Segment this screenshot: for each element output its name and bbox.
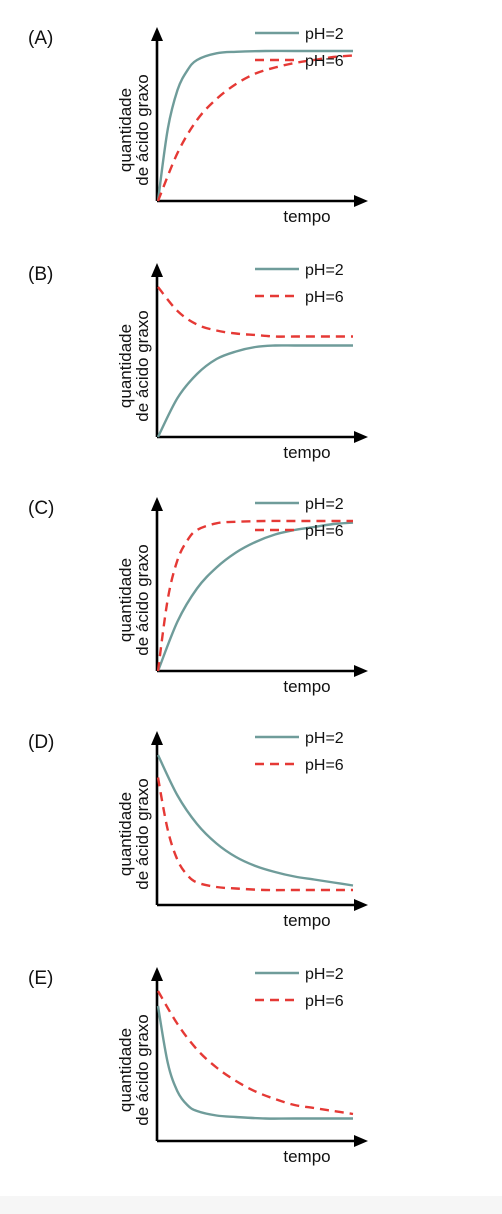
legend-label-ph6: pH=6 [305, 53, 344, 70]
legend-label-ph2: pH=2 [305, 262, 344, 279]
legend-label-ph6: pH=6 [305, 993, 344, 1010]
legend-label-ph6: pH=6 [305, 289, 344, 306]
y-axis-arrowhead [151, 263, 163, 277]
y-axis-title-line-2: de ácido graxo [133, 310, 152, 422]
series-line-ph2 [156, 1005, 353, 1120]
legend-label-ph2: pH=2 [305, 496, 344, 513]
y-axis-title-line-1: quantidade [116, 88, 135, 172]
x-axis-arrowhead [354, 195, 368, 207]
legend-label-ph2: pH=2 [305, 730, 344, 747]
series-line-ph6 [157, 286, 353, 338]
series-line-ph2 [156, 754, 354, 887]
legend-label-ph6: pH=6 [305, 757, 344, 774]
series-line-ph6 [156, 777, 353, 892]
x-axis-title: tempo [283, 207, 330, 226]
page-bottom-band [0, 1196, 502, 1214]
legend-label-ph6: pH=6 [305, 523, 344, 540]
y-axis-title-line-2: de ácido graxo [133, 74, 152, 186]
panel-label: (C) [28, 498, 54, 519]
x-axis-arrowhead [354, 665, 368, 677]
series-line-ph6 [156, 519, 353, 672]
x-axis-arrowhead [354, 1135, 368, 1147]
series-line-ph6 [156, 54, 354, 202]
x-axis-arrowhead [354, 899, 368, 911]
legend-label-ph2: pH=2 [305, 966, 344, 983]
panel-label: (B) [28, 264, 53, 285]
y-axis-title-line-2: de ácido graxo [133, 1014, 152, 1126]
y-axis-arrowhead [151, 497, 163, 511]
panel-label: (A) [28, 28, 53, 49]
y-axis-title-line-2: de ácido graxo [133, 778, 152, 890]
y-axis-arrowhead [151, 731, 163, 745]
series-line-ph2 [156, 49, 353, 202]
x-axis-title: tempo [283, 443, 330, 462]
series-line-ph2 [156, 344, 353, 438]
y-axis-title-line-1: quantidade [116, 558, 135, 642]
panel-label: (E) [28, 968, 53, 989]
x-axis-title: tempo [283, 677, 330, 696]
y-axis-title-line-1: quantidade [116, 792, 135, 876]
y-axis-title-line-1: quantidade [116, 1028, 135, 1112]
y-axis-arrowhead [151, 967, 163, 981]
x-axis-title: tempo [283, 911, 330, 930]
y-axis-title-line-2: de ácido graxo [133, 544, 152, 656]
y-axis-arrowhead [151, 27, 163, 41]
x-axis-title: tempo [283, 1147, 330, 1166]
series-line-ph2 [156, 521, 354, 672]
x-axis-arrowhead [354, 431, 368, 443]
series-line-ph6 [156, 990, 354, 1116]
panel-label: (D) [28, 732, 54, 753]
y-axis-title-line-1: quantidade [116, 324, 135, 408]
legend-label-ph2: pH=2 [305, 26, 344, 43]
